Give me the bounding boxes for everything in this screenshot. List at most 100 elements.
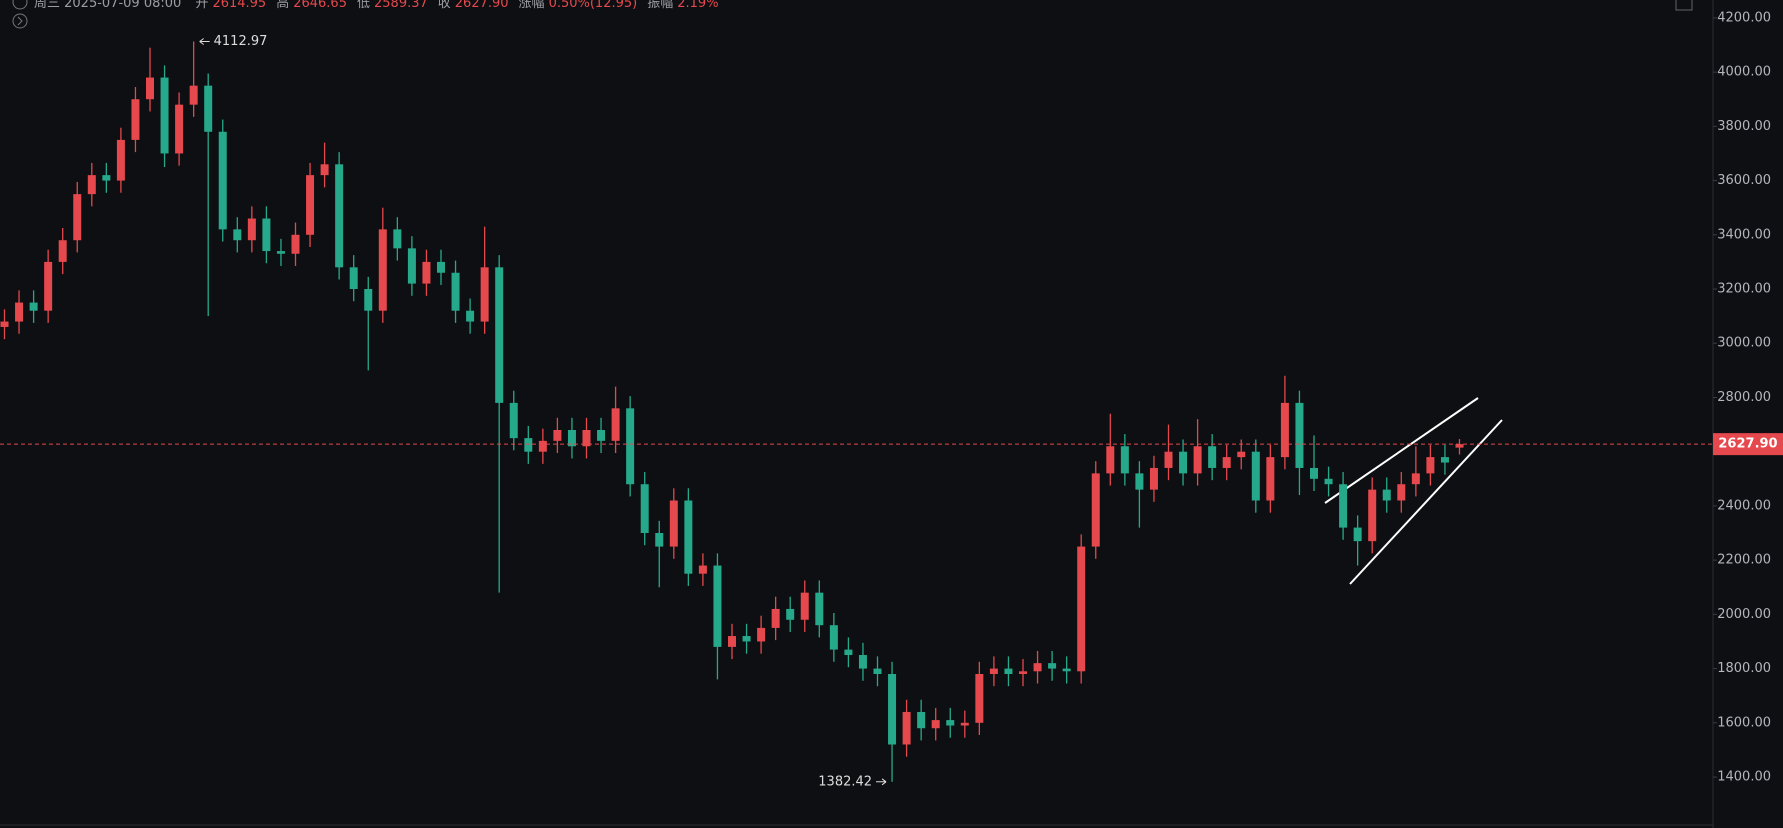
y-tick-label: 2800.00: [1717, 390, 1771, 405]
y-tick-label: 3200.00: [1717, 282, 1771, 297]
max-label: 4112.97: [214, 34, 268, 49]
candle-body: [1324, 478, 1333, 485]
candle-body: [320, 164, 329, 176]
header-value: 2646.65: [293, 0, 347, 11]
candle-body: [975, 674, 984, 723]
header-value: 2627.90: [455, 0, 509, 11]
candle-body: [306, 175, 315, 235]
candle-body: [1222, 457, 1231, 468]
candle-body: [873, 668, 882, 675]
y-tick-label: 3800.00: [1717, 119, 1771, 134]
candle-body: [466, 310, 475, 322]
candle-body: [669, 500, 678, 547]
candle-body: [538, 440, 547, 452]
fullscreen-icon[interactable]: [1675, 0, 1693, 11]
y-tick-label: 2200.00: [1717, 553, 1771, 568]
candle-body: [524, 438, 533, 452]
candle-body: [262, 218, 271, 252]
y-tick-label: 3600.00: [1717, 173, 1771, 188]
candle-body: [175, 104, 184, 154]
candle-body: [393, 229, 402, 249]
candle-body: [655, 533, 664, 547]
candle-body: [829, 625, 838, 650]
candle-body: [102, 175, 111, 181]
candle-body: [58, 240, 67, 262]
candle-body: [626, 408, 635, 485]
candle-body: [582, 429, 591, 447]
candle-body: [858, 655, 867, 669]
min-label: 1382.42: [818, 774, 872, 789]
annotations: 4112.97 1382.42: [199, 34, 887, 789]
candle-body: [1237, 451, 1246, 458]
header-label: 开: [195, 0, 208, 11]
candle-body: [0, 321, 9, 327]
candle-body: [407, 248, 416, 284]
header-text: 周三 2025-07-09 08:00 开 2614.95 高 2646.65 低 258…: [34, 0, 719, 11]
candle-body: [1411, 473, 1420, 485]
y-tick-label: 1600.00: [1717, 715, 1771, 730]
candle-body: [1062, 668, 1071, 672]
candle-body: [597, 429, 606, 441]
candle-body: [276, 251, 285, 254]
candle-body: [1310, 467, 1318, 479]
candle-body: [946, 720, 955, 726]
candle-body: [73, 194, 82, 241]
candle-body: [131, 99, 140, 140]
candle-body: [233, 229, 242, 241]
candle-body: [44, 261, 53, 311]
candle-body: [757, 627, 766, 642]
candle-body: [291, 234, 300, 254]
candle-body: [1440, 457, 1449, 463]
candle-body: [87, 175, 96, 195]
header-value: 2614.95: [212, 0, 266, 11]
expand-icon[interactable]: [12, 13, 28, 29]
candles: 2627.90: [0, 41, 1783, 782]
collapse-icon[interactable]: [12, 0, 28, 10]
candle-body: [553, 429, 562, 441]
trend-line-lower: [1349, 419, 1503, 585]
candle-body: [189, 85, 198, 105]
candle-body: [509, 402, 518, 439]
candle-body: [480, 267, 489, 322]
y-tick-label: 2400.00: [1717, 498, 1771, 513]
candle-body: [989, 668, 998, 675]
candle-body: [1077, 546, 1086, 672]
min-arrow: [876, 778, 887, 786]
candle-body: [960, 722, 969, 726]
candle-body: [1339, 484, 1348, 528]
candle-body: [1280, 402, 1289, 458]
candle-body: [684, 500, 693, 574]
candle-body: [218, 131, 227, 230]
last-price-label: 2627.90: [1718, 437, 1777, 452]
candle-body: [1455, 444, 1464, 448]
candle-body: [844, 649, 853, 656]
candle-body: [771, 608, 780, 628]
candle-body: [1251, 451, 1260, 501]
candle-body: [1382, 489, 1391, 501]
candle-body: [1266, 457, 1275, 501]
candle-body: [902, 711, 911, 745]
candle-body: [1353, 527, 1362, 542]
header-value: 2.19%: [677, 0, 718, 11]
candle-body: [1091, 473, 1100, 547]
candle-body: [917, 711, 926, 729]
candle-body: [116, 139, 125, 181]
candle-body: [698, 565, 707, 574]
candle-body: [146, 77, 154, 100]
candle-body: [713, 565, 722, 647]
candle-body: [1033, 663, 1042, 672]
candle-body: [15, 302, 24, 322]
header-label: 高: [276, 0, 289, 11]
header-icon[interactable]: [12, 0, 28, 29]
candle-body: [1120, 446, 1129, 474]
candle-body: [349, 267, 358, 290]
candle-body: [815, 592, 824, 626]
candle-body: [742, 636, 751, 642]
candle-body: [1019, 671, 1027, 675]
candle-body: [1368, 489, 1377, 542]
candle-body: [1135, 473, 1144, 490]
candle-body: [160, 77, 169, 154]
candle-body: [611, 408, 620, 441]
